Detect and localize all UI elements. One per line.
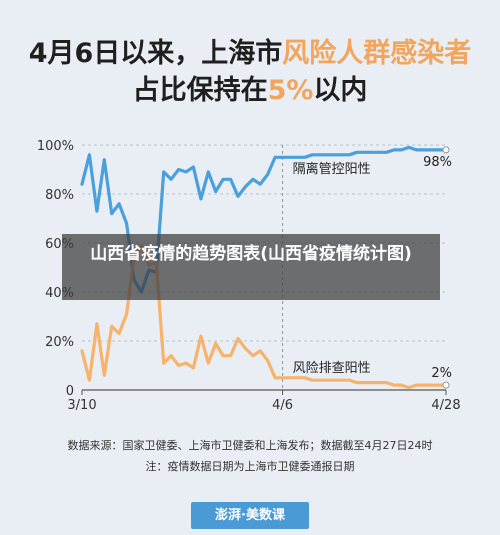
publisher-logo: 澎湃·美数课 — [191, 502, 309, 529]
x-tick-label: 4/28 — [431, 398, 460, 413]
series-end-point — [442, 146, 450, 154]
series-end-point — [442, 381, 450, 389]
series-name-isolation: 隔离管控阳性 — [293, 161, 371, 177]
chart-title-line2: 占比保持在5%以内 — [0, 73, 500, 109]
chart-title-line1: 4月6日以来，上海市风险人群感染者 — [0, 36, 500, 72]
date-note: 注：疫情数据日期为上海市卫健委通报日期 — [145, 460, 355, 473]
y-tick-label: 100% — [37, 139, 74, 154]
series-end-label: 2% — [431, 366, 452, 381]
title-line2-prefix: 占比保持在 — [132, 75, 268, 106]
y-tick-label: 80% — [45, 188, 74, 203]
y-tick-label: 20% — [45, 335, 74, 350]
overlay-caption: 山西省疫情的趋势图表(山西省疫情统计图) — [62, 234, 440, 300]
title-line2-highlight: 5% — [267, 75, 314, 106]
line-chart: 020%40%60%80%100%3/10 4/6 4/2898%2%隔离管控阳性风… — [37, 139, 461, 413]
x-tick-label: 4/6 — [272, 398, 293, 413]
data-source-note: 数据来源：国家卫健委、上海市卫健委和上海发布；数据截至4月27日24时 — [67, 439, 433, 452]
series-end-label: 98% — [423, 155, 452, 170]
x-tick-label: 3/10 — [67, 398, 96, 413]
series-name-screening: 风险排查阳性 — [293, 361, 371, 376]
title-line1-prefix: 4月6日以来，上海市 — [28, 38, 283, 69]
title-line2-suffix: 以内 — [313, 75, 368, 106]
title-line1-highlight: 风险人群感染者 — [282, 38, 472, 69]
y-tick-label: 0 — [66, 384, 74, 399]
